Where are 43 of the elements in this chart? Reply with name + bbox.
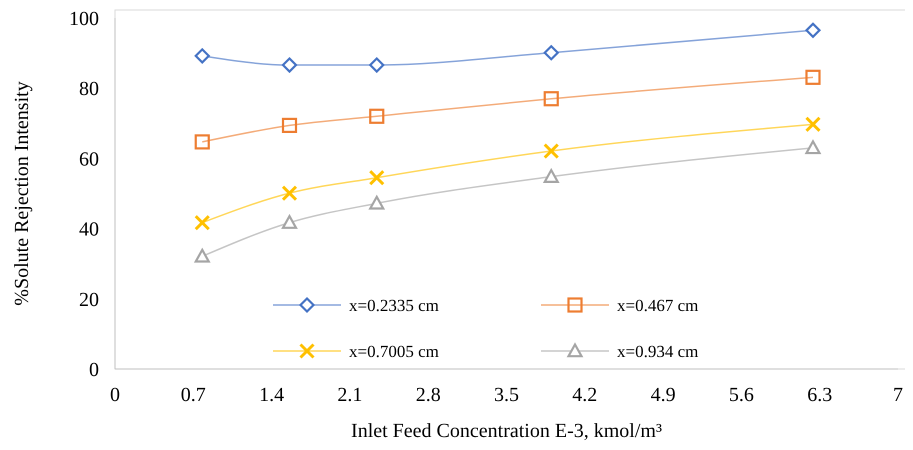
y-tick-label: 0 [89,359,99,381]
legend-label: x=0.7005 cm [349,342,439,361]
x-tick-label: 6.3 [807,384,832,406]
x-tick-label: 1.4 [259,384,284,406]
point [368,170,385,186]
x-axis-title: Inlet Feed Concentration E-3, kmol/m³ [351,420,662,442]
x-tick-label: 0.7 [180,384,206,406]
point [194,134,210,150]
y-tick-label: 40 [79,218,99,241]
y-axis-title: %Solute Rejection Intensity [11,81,33,306]
point [369,108,384,124]
point [194,48,210,64]
x-tick-label: 4.9 [650,384,676,406]
point [805,70,821,85]
x-tick-label: 3.5 [494,384,519,406]
point [282,118,298,134]
legend-label: x=0.467 cm [617,296,698,315]
point [544,169,559,183]
x-tick-label: 2.1 [337,384,362,406]
point [369,196,384,210]
y-tick-label: 80 [79,78,99,100]
point [805,22,821,38]
legend-label: x=0.934 cm [617,342,698,361]
point [194,248,210,263]
legend-label: x=0.2335 cm [349,296,439,315]
point [544,91,559,106]
x-tick-label: 4.2 [572,384,598,406]
point [543,143,560,160]
x-tick-label: 5.6 [728,384,754,406]
point [282,215,298,229]
point [804,116,821,132]
point [369,57,384,73]
y-tick-label: 60 [79,148,99,170]
point [194,214,210,231]
point [282,57,298,73]
point [805,140,821,154]
x-tick-label: 2.8 [416,384,441,406]
point [281,185,298,202]
point [544,45,559,60]
y-tick-label: 20 [79,288,99,311]
x-tick-label: 7 [893,384,903,406]
x-tick-label: 0 [110,384,120,406]
y-tick-label: 100 [69,8,99,30]
